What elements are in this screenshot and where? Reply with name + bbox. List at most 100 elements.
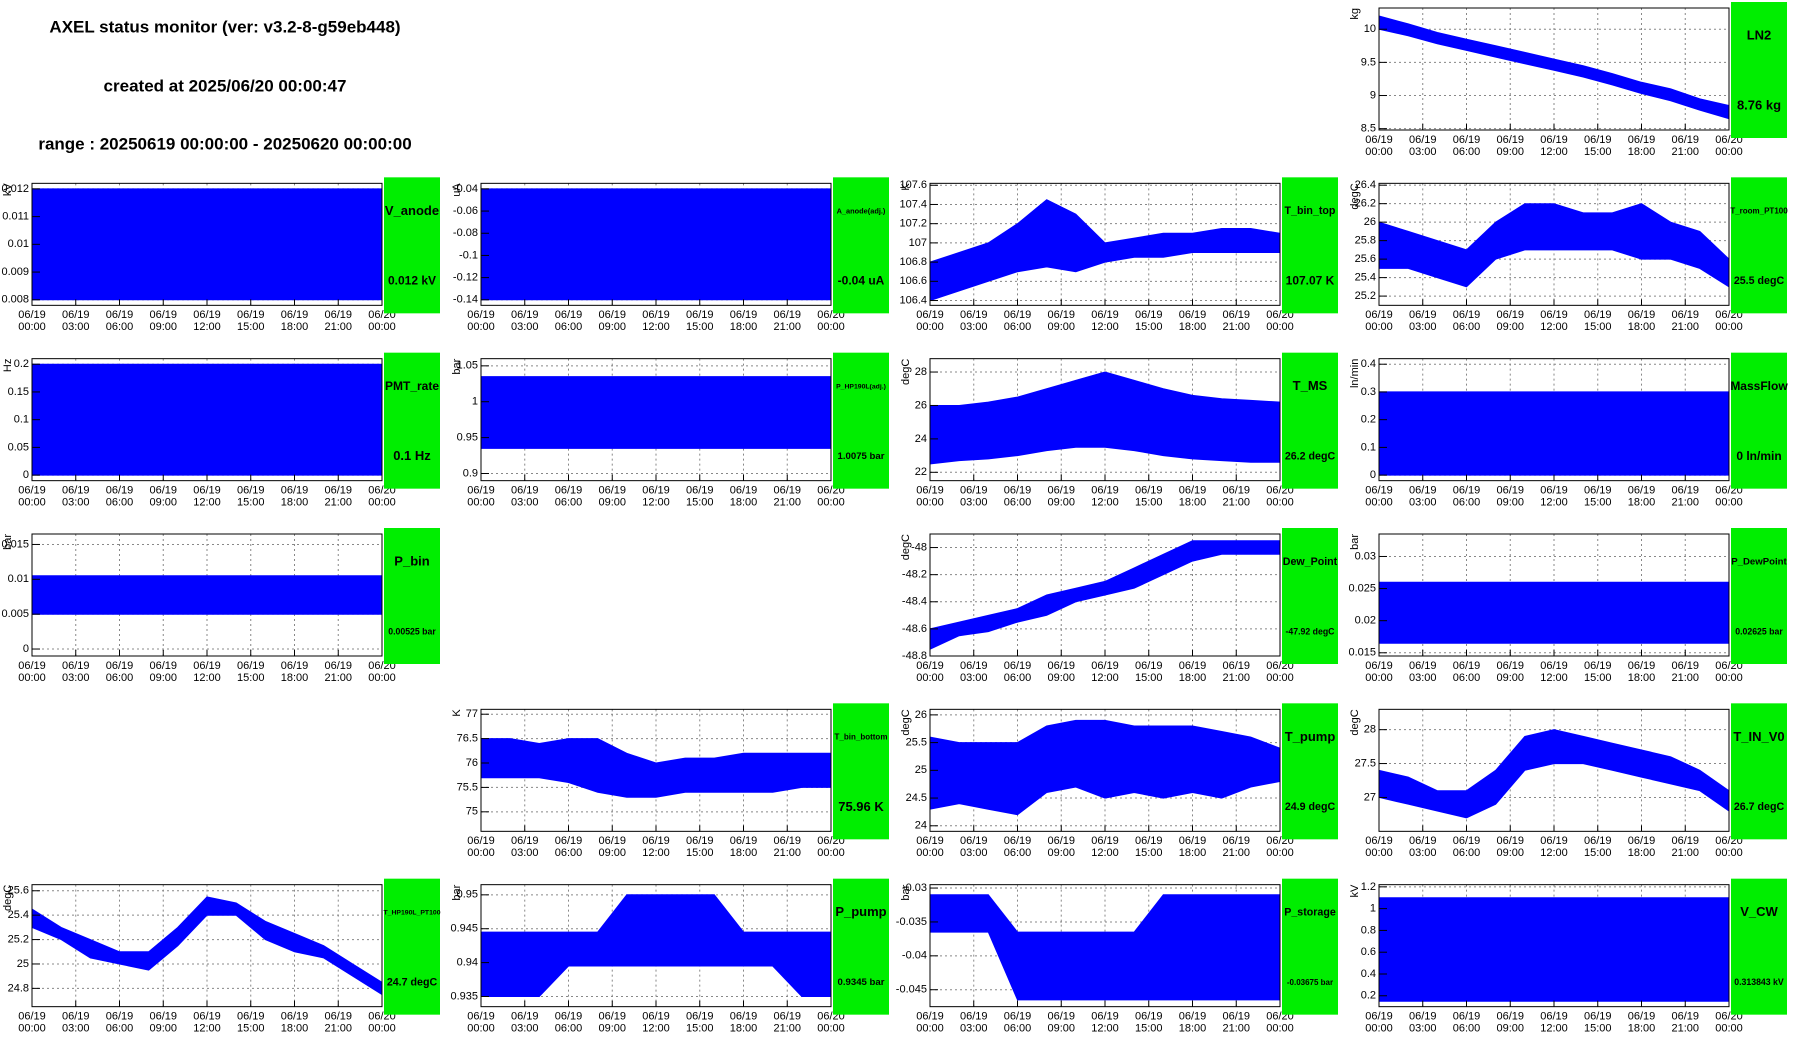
y-tick-label: -0.06 xyxy=(453,205,478,217)
x-tick-date: 06/19 xyxy=(1496,835,1524,847)
y-axis-label: degC xyxy=(1349,709,1361,735)
y-tick-label: 25.6 xyxy=(8,885,29,897)
status-value: 107.07 K xyxy=(1286,274,1335,288)
y-tick-label: 0.025 xyxy=(1348,582,1376,594)
status-box xyxy=(1282,878,1338,1015)
x-tick-date: 06/19 xyxy=(149,485,177,497)
x-tick-time: 03:00 xyxy=(62,672,90,684)
x-tick-time: 21:00 xyxy=(324,321,352,333)
x-tick-date: 06/19 xyxy=(1671,1011,1699,1023)
y-axis-label: degC xyxy=(2,885,14,911)
x-tick-date: 06/19 xyxy=(1409,134,1437,146)
x-tick-time: 15:00 xyxy=(1584,146,1612,158)
y-tick-label: 76 xyxy=(466,757,478,769)
x-tick-date: 06/19 xyxy=(1540,835,1568,847)
x-tick-time: 00:00 xyxy=(817,497,845,509)
x-tick-time: 06:00 xyxy=(555,847,583,859)
x-tick-time: 06:00 xyxy=(106,497,134,509)
y-tick-label: 9 xyxy=(1370,89,1376,101)
y-tick-label: 0.012 xyxy=(1,183,29,195)
y-tick-label: 0.005 xyxy=(1,608,29,620)
y-tick-label: 26 xyxy=(915,399,927,411)
x-tick-time: 12:00 xyxy=(193,1023,221,1035)
x-tick-date: 06/19 xyxy=(1671,660,1699,672)
x-tick-time: 15:00 xyxy=(1584,672,1612,684)
x-tick-date: 06/19 xyxy=(1135,835,1163,847)
x-tick-time: 00:00 xyxy=(1365,146,1393,158)
x-tick-date: 06/19 xyxy=(467,485,495,497)
x-tick-date: 06/19 xyxy=(1671,835,1699,847)
x-tick-date: 06/19 xyxy=(555,485,583,497)
x-tick-time: 12:00 xyxy=(642,497,670,509)
panel: 106.4106.6106.8107107.2107.4107.606/1900… xyxy=(899,177,1338,333)
x-tick-date: 06/19 xyxy=(1671,485,1699,497)
x-tick-date: 06/19 xyxy=(511,485,539,497)
y-tick-label: 76.5 xyxy=(457,733,478,745)
x-tick-time: 00:00 xyxy=(368,497,396,509)
x-tick-time: 12:00 xyxy=(1091,1023,1119,1035)
x-tick-time: 18:00 xyxy=(1179,847,1207,859)
x-tick-date: 06/19 xyxy=(730,485,758,497)
x-tick-date: 06/19 xyxy=(324,485,352,497)
x-tick-date: 06/19 xyxy=(1179,485,1207,497)
panel: 2727.52806/1900:0006/1903:0006/1906:0006… xyxy=(1349,703,1787,859)
panel: 2224262806/1900:0006/1903:0006/1906:0006… xyxy=(900,352,1338,509)
x-tick-date: 06/19 xyxy=(1584,660,1612,672)
x-tick-date: 06/19 xyxy=(62,660,90,672)
y-tick-label: 1.05 xyxy=(457,360,478,372)
x-tick-time: 15:00 xyxy=(237,1023,265,1035)
status-name: P_DewPoint xyxy=(1731,557,1787,568)
x-tick-time: 06:00 xyxy=(1453,497,1481,509)
status-value: -0.03675 bar xyxy=(1287,978,1333,987)
x-tick-time: 00:00 xyxy=(1365,1023,1393,1035)
panel: 00.10.20.30.406/1900:0006/1903:0006/1906… xyxy=(1349,352,1788,509)
status-name: MassFlow xyxy=(1730,379,1788,393)
y-tick-label: 0.8 xyxy=(1361,924,1376,936)
status-name: A_anode(adj.) xyxy=(837,206,886,215)
data-band xyxy=(480,188,832,301)
y-tick-label: 25.8 xyxy=(1355,235,1376,247)
y-tick-label: 24 xyxy=(915,433,927,445)
x-tick-date: 06/19 xyxy=(62,485,90,497)
x-tick-time: 03:00 xyxy=(960,497,988,509)
x-tick-date: 06/19 xyxy=(960,1011,988,1023)
x-tick-date: 06/19 xyxy=(1091,485,1119,497)
y-tick-label: 0.008 xyxy=(1,294,29,306)
x-tick-date: 06/19 xyxy=(281,309,309,321)
x-tick-time: 03:00 xyxy=(1409,497,1437,509)
x-tick-date: 06/19 xyxy=(555,1011,583,1023)
x-tick-time: 00:00 xyxy=(817,847,845,859)
x-tick-time: 09:00 xyxy=(1047,847,1075,859)
panel: -48.8-48.6-48.4-48.2-4806/1900:0006/1903… xyxy=(900,528,1338,684)
x-tick-date: 06/19 xyxy=(324,309,352,321)
x-tick-date: 06/19 xyxy=(106,660,134,672)
x-tick-date: 06/19 xyxy=(1091,309,1119,321)
y-tick-label: 25.6 xyxy=(1355,253,1376,265)
x-tick-time: 15:00 xyxy=(1584,1023,1612,1035)
x-tick-date: 06/19 xyxy=(1628,309,1656,321)
x-tick-date: 06/19 xyxy=(106,1011,134,1023)
x-tick-date: 06/19 xyxy=(1004,660,1032,672)
panel: -0.14-0.12-0.1-0.08-0.06-0.0406/1900:000… xyxy=(451,177,889,333)
y-tick-label: 0.4 xyxy=(1361,968,1376,980)
x-tick-date: 06/19 xyxy=(686,485,714,497)
x-tick-time: 21:00 xyxy=(773,321,801,333)
y-tick-label: 0.011 xyxy=(2,211,29,223)
x-tick-time: 12:00 xyxy=(1540,1023,1568,1035)
y-tick-label: 22 xyxy=(915,466,927,478)
x-tick-date: 06/19 xyxy=(1453,485,1481,497)
status-value: -47.92 degC xyxy=(1286,626,1336,636)
x-tick-date: 06/19 xyxy=(642,835,670,847)
y-tick-label: 107.6 xyxy=(899,179,927,191)
y-tick-label: 25.2 xyxy=(8,933,29,945)
x-tick-date: 06/19 xyxy=(1222,1011,1250,1023)
x-tick-time: 09:00 xyxy=(598,1023,626,1035)
x-tick-time: 18:00 xyxy=(1179,1023,1207,1035)
x-tick-time: 03:00 xyxy=(960,847,988,859)
y-tick-label: 0.3 xyxy=(1361,386,1376,398)
x-tick-time: 00:00 xyxy=(1715,497,1743,509)
x-tick-date: 06/19 xyxy=(1179,309,1207,321)
x-tick-date: 06/19 xyxy=(237,485,265,497)
x-tick-date: 06/19 xyxy=(18,660,46,672)
